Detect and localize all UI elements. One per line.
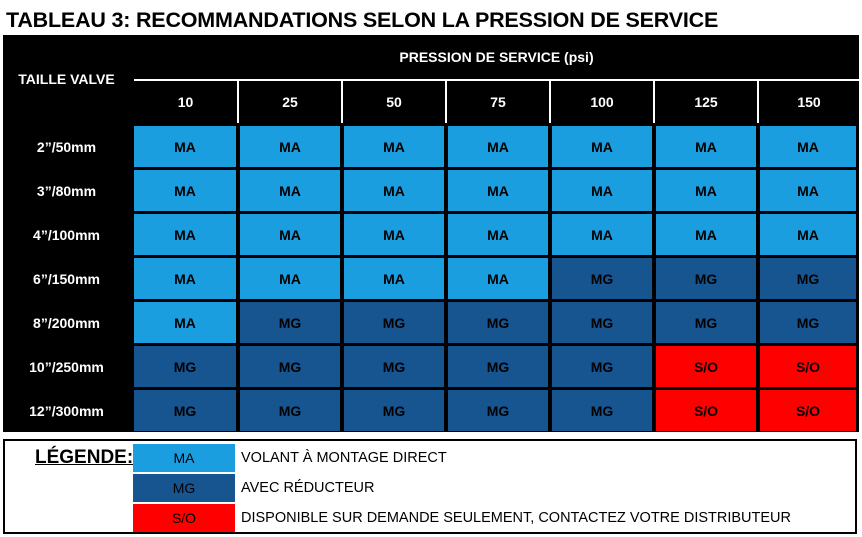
table-cell: MA — [344, 170, 444, 211]
table-cell: MA — [552, 126, 652, 167]
table-cell: MA — [240, 214, 340, 255]
table-cell: MA — [552, 170, 652, 211]
table-cell: MG — [240, 390, 340, 431]
table-cell: MG — [448, 346, 548, 387]
table-cell: MG — [448, 302, 548, 343]
pressure-header: 25 — [239, 81, 341, 123]
table-cell: MA — [448, 214, 548, 255]
column-divider — [757, 81, 759, 123]
legend-swatch-mg: MG — [133, 474, 235, 502]
table-cell: MA — [760, 126, 856, 167]
table-cell: MA — [344, 214, 444, 255]
column-divider — [653, 81, 655, 123]
row-size-label: 8”/200mm — [3, 302, 130, 343]
table-cell: MG — [552, 390, 652, 431]
table-cell: MG — [240, 302, 340, 343]
row-header-label: TAILLE VALVE — [3, 35, 130, 123]
table-cell: MG — [240, 346, 340, 387]
table-cell: MG — [344, 390, 444, 431]
table-cell: MA — [656, 170, 756, 211]
table-cell: S/O — [656, 346, 756, 387]
column-divider — [549, 81, 551, 123]
table-cell: MG — [760, 302, 856, 343]
pressure-header: 100 — [551, 81, 653, 123]
table-cell: MA — [448, 258, 548, 299]
column-divider — [341, 81, 343, 123]
table-cell: MG — [134, 346, 236, 387]
legend: LÉGENDE: MA VOLANT À MONTAGE DIRECT MG A… — [3, 439, 857, 534]
legend-text-mg: AVEC RÉDUCTEUR — [241, 480, 375, 496]
table-cell: MA — [760, 170, 856, 211]
table-cell: MG — [344, 346, 444, 387]
pressure-group-header: PRESSION DE SERVICE (psi) — [134, 35, 859, 79]
table-cell: MG — [448, 390, 548, 431]
table-cell: MA — [134, 258, 236, 299]
legend-swatch-so: S/O — [133, 504, 235, 532]
row-size-label: 4”/100mm — [3, 214, 130, 255]
table-cell: MG — [552, 258, 652, 299]
column-divider — [445, 81, 447, 123]
pressure-header: 10 — [134, 81, 237, 123]
table-cell: MG — [760, 258, 856, 299]
table-cell: MA — [552, 214, 652, 255]
legend-text-so: DISPONIBLE SUR DEMANDE SEULEMENT, CONTAC… — [241, 510, 791, 526]
row-size-label: 6”/150mm — [3, 258, 130, 299]
table-cell: MA — [656, 214, 756, 255]
legend-swatch-ma: MA — [133, 444, 235, 472]
row-size-label: 10”/250mm — [3, 346, 130, 387]
row-size-label: 12”/300mm — [3, 390, 130, 431]
table-cell: MA — [134, 302, 236, 343]
table-cell: MA — [448, 170, 548, 211]
legend-text-ma: VOLANT À MONTAGE DIRECT — [241, 450, 447, 466]
table-cell: MG — [552, 346, 652, 387]
table-cell: MA — [344, 126, 444, 167]
page-title: TABLEAU 3: RECOMMANDATIONS SELON LA PRES… — [6, 8, 719, 32]
table-cell: MG — [656, 302, 756, 343]
table-cell: MG — [656, 258, 756, 299]
row-size-label: 3”/80mm — [3, 170, 130, 211]
table-cell: MA — [448, 126, 548, 167]
table-cell: S/O — [656, 390, 756, 431]
table-cell: MA — [134, 170, 236, 211]
pressure-header: 50 — [343, 81, 445, 123]
row-size-label: 2”/50mm — [3, 126, 130, 167]
table-cell: MA — [760, 214, 856, 255]
table-cell: MA — [240, 258, 340, 299]
header-divider — [134, 79, 859, 81]
column-divider — [237, 81, 239, 123]
table-cell: MA — [656, 126, 756, 167]
table-cell: MA — [134, 126, 236, 167]
pressure-header: 75 — [447, 81, 549, 123]
pressure-header: 150 — [759, 81, 859, 123]
pressure-header: 125 — [655, 81, 757, 123]
legend-title: LÉGENDE: — [35, 447, 134, 468]
table-cell: S/O — [760, 346, 856, 387]
table-cell: MG — [344, 302, 444, 343]
table-cell: MG — [134, 390, 236, 431]
table-cell: MA — [344, 258, 444, 299]
table-cell: MA — [240, 170, 340, 211]
table-cell: MA — [134, 214, 236, 255]
recommendation-table: TAILLE VALVE PRESSION DE SERVICE (psi) 10 2… — [3, 35, 859, 432]
table-cell: MA — [240, 126, 340, 167]
table-cell: S/O — [760, 390, 856, 431]
table-cell: MG — [552, 302, 652, 343]
